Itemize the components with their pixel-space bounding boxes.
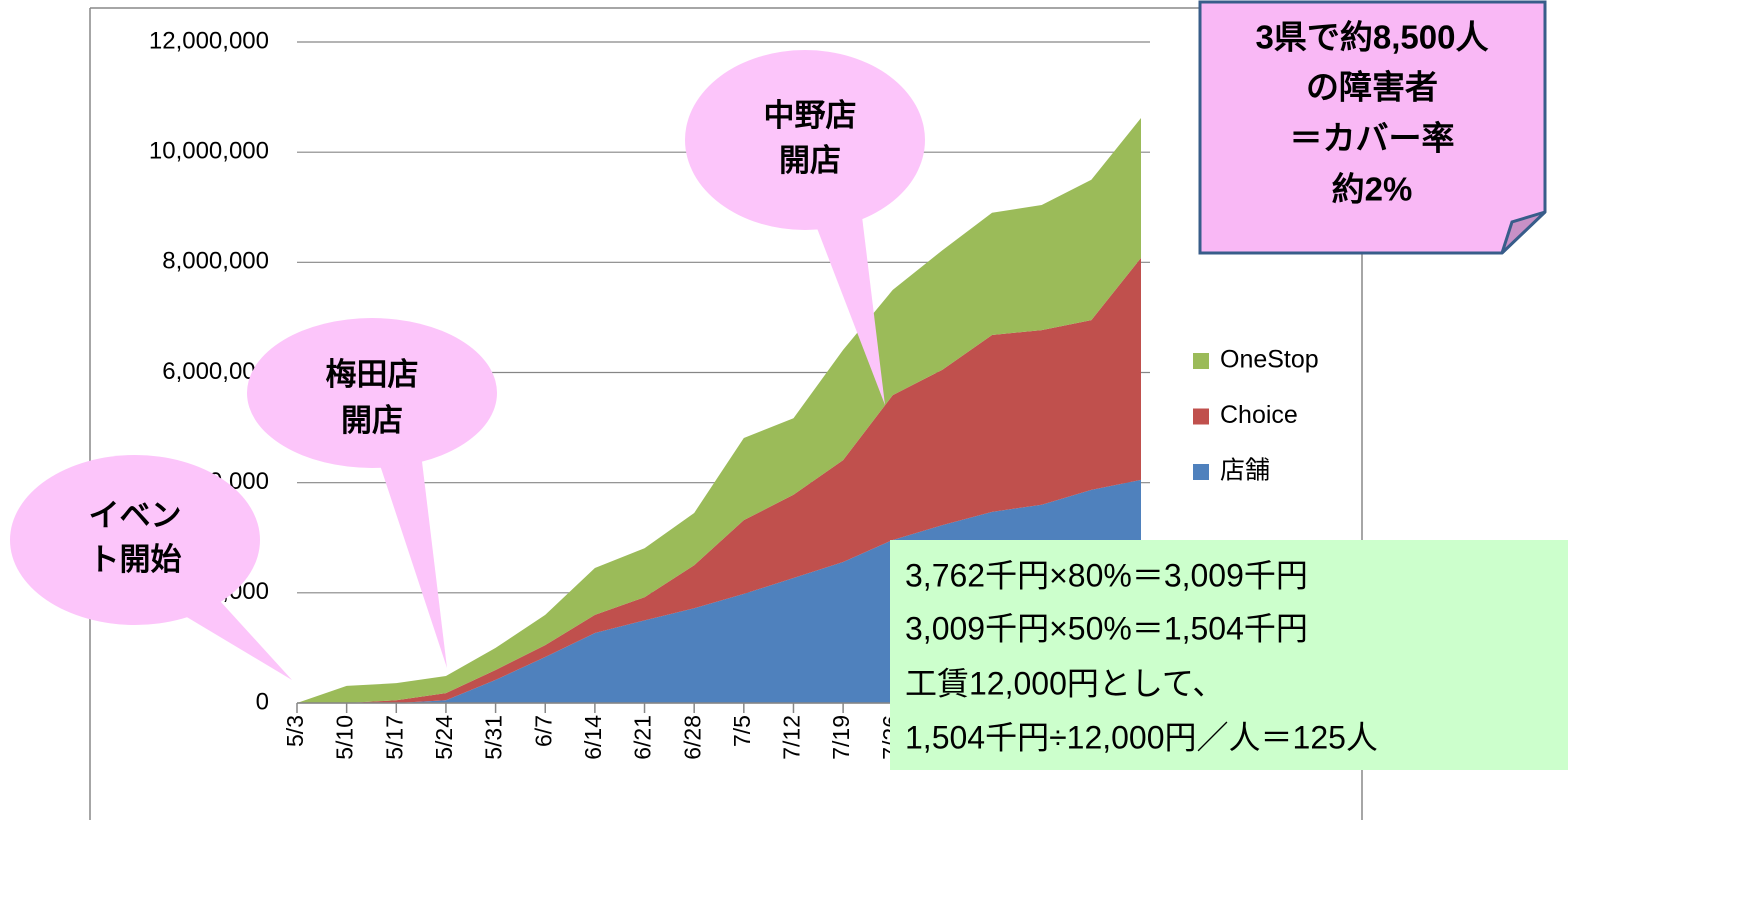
- callout-nakano: 中野店 開店: [685, 50, 925, 405]
- callout-text: 梅田店: [326, 357, 419, 392]
- x-tick-label: 6/28: [679, 715, 705, 760]
- y-tick-label: 8,000,000: [162, 248, 269, 275]
- callout-event: イベン ト開始: [10, 455, 292, 680]
- x-tick-label: 5/10: [332, 715, 358, 760]
- x-tick-label: 7/12: [779, 715, 805, 760]
- y-tick-label: 10,000,000: [149, 138, 269, 165]
- calc-text: 3,009千円×50%＝1,504千円: [905, 610, 1308, 646]
- callout-text: ト開始: [89, 542, 182, 577]
- annotations: イベン ト開始 梅田店 開店 中野店 開店 3県で約8,500人 の障害者 ＝カ…: [10, 0, 1568, 770]
- x-tick-label: 5/17: [381, 715, 407, 760]
- legend-label: OneStop: [1220, 346, 1319, 374]
- legend-label: 店舗: [1220, 457, 1270, 485]
- legend-swatch: [1193, 408, 1209, 425]
- x-tick-label: 6/21: [630, 715, 656, 760]
- area: [297, 118, 1141, 703]
- note-box: 3県で約8,500人 の障害者 ＝カバー率 約2%: [1198, 0, 1547, 255]
- callout-text: 中野店: [764, 98, 857, 133]
- calc-text: 工賃12,000円として、: [905, 665, 1224, 701]
- note-text: ＝カバー率: [1290, 120, 1455, 157]
- callout-text: 開店: [779, 143, 841, 178]
- note-text: 約2%: [1332, 171, 1413, 208]
- calc-text: 3,762千円×80%＝3,009千円: [905, 557, 1308, 593]
- callout-text: 開店: [341, 403, 403, 438]
- x-tick-label: 5/3: [282, 715, 308, 747]
- legend-swatch: [1193, 464, 1209, 480]
- legend-label: Choice: [1220, 401, 1298, 429]
- legend-swatch: [1193, 353, 1209, 369]
- y-tick-label: 12,000,000: [149, 27, 269, 54]
- area: [297, 257, 1141, 703]
- callout-text: イベン: [89, 498, 182, 533]
- calc-box: 3,762千円×80%＝3,009千円 3,009千円×50%＝1,504千円 …: [890, 540, 1568, 770]
- note-text: の障害者: [1306, 69, 1438, 106]
- x-tick-label: 5/24: [431, 715, 457, 760]
- note-text: 3県で約8,500人: [1256, 19, 1489, 56]
- x-tick-label: 6/14: [580, 715, 606, 760]
- x-tick-label: 5/31: [481, 715, 507, 760]
- calc-text: 1,504千円÷12,000円／人＝125人: [905, 719, 1378, 755]
- x-tick-label: 7/19: [828, 715, 854, 760]
- x-tick-label: 6/7: [530, 715, 556, 747]
- x-tick-label: 7/5: [729, 715, 755, 747]
- y-tick-label: 0: [256, 688, 269, 715]
- callout-umeda: 梅田店 開店: [247, 318, 497, 668]
